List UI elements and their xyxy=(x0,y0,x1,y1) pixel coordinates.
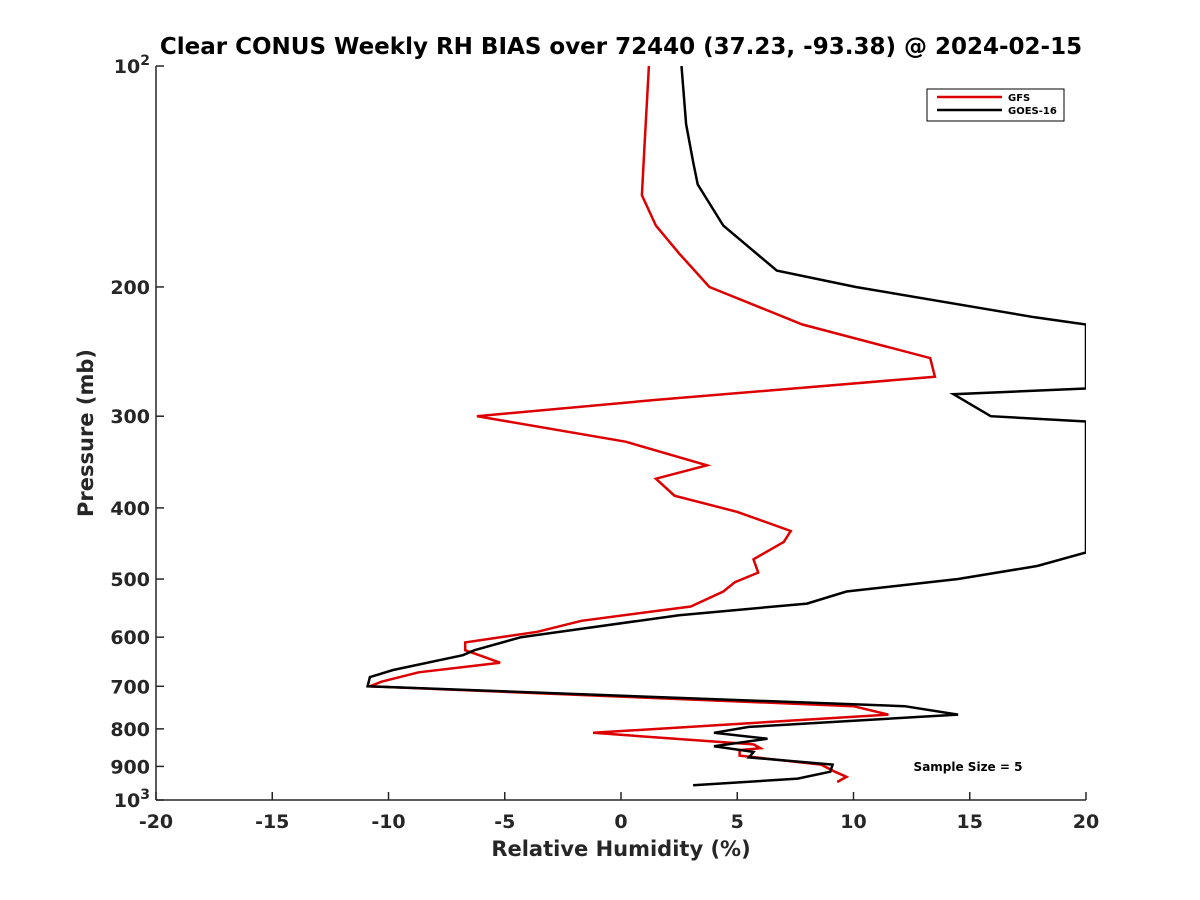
y-tick-label: 800 xyxy=(110,719,150,741)
x-tick-label: 10 xyxy=(840,811,866,833)
x-tick-label: -20 xyxy=(139,811,173,833)
legend-label-gfs: GFS xyxy=(1008,93,1030,104)
x-tick-label: -5 xyxy=(494,811,515,833)
x-tick-label: 0 xyxy=(614,811,627,833)
x-axis: -20 -15 -10 -5 0 5 10 15 20 xyxy=(139,792,1099,833)
legend-label-goes16: GOES-16 xyxy=(1008,106,1057,117)
series-line-goes16 xyxy=(366,66,1086,787)
x-tick-label: 20 xyxy=(1073,811,1099,833)
y-tick-label: 500 xyxy=(110,569,150,591)
chart-title: Clear CONUS Weekly RH BIAS over 72440 (3… xyxy=(160,34,1082,60)
legend: GFS GOES-16 xyxy=(926,88,1065,122)
y-tick-label: 200 xyxy=(110,277,150,299)
y-tick-label: 102 xyxy=(114,53,150,78)
y-tick-label: 600 xyxy=(110,627,150,649)
y-tick-label: 900 xyxy=(110,756,150,778)
legend-box xyxy=(926,88,1065,122)
y-tick-label: 400 xyxy=(110,498,150,520)
plot-area xyxy=(155,66,1086,801)
y-axis-label: Pressure (mb) xyxy=(74,349,98,517)
x-tick-label: 15 xyxy=(957,811,983,833)
x-axis-label: Relative Humidity (%) xyxy=(491,837,750,861)
y-tick-label: 300 xyxy=(110,406,150,428)
x-tick-label: -10 xyxy=(371,811,405,833)
y-tick-label: 103 xyxy=(114,787,150,812)
y-tick-label: 700 xyxy=(110,676,150,698)
series-line-gfs xyxy=(369,66,937,784)
x-tick-label: 5 xyxy=(731,811,744,833)
x-tick-label: -15 xyxy=(255,811,289,833)
sample-size-annotation: Sample Size = 5 xyxy=(914,760,1023,774)
y-axis: 102 200 300 400 500 600 700 800 900 103 xyxy=(110,53,164,812)
